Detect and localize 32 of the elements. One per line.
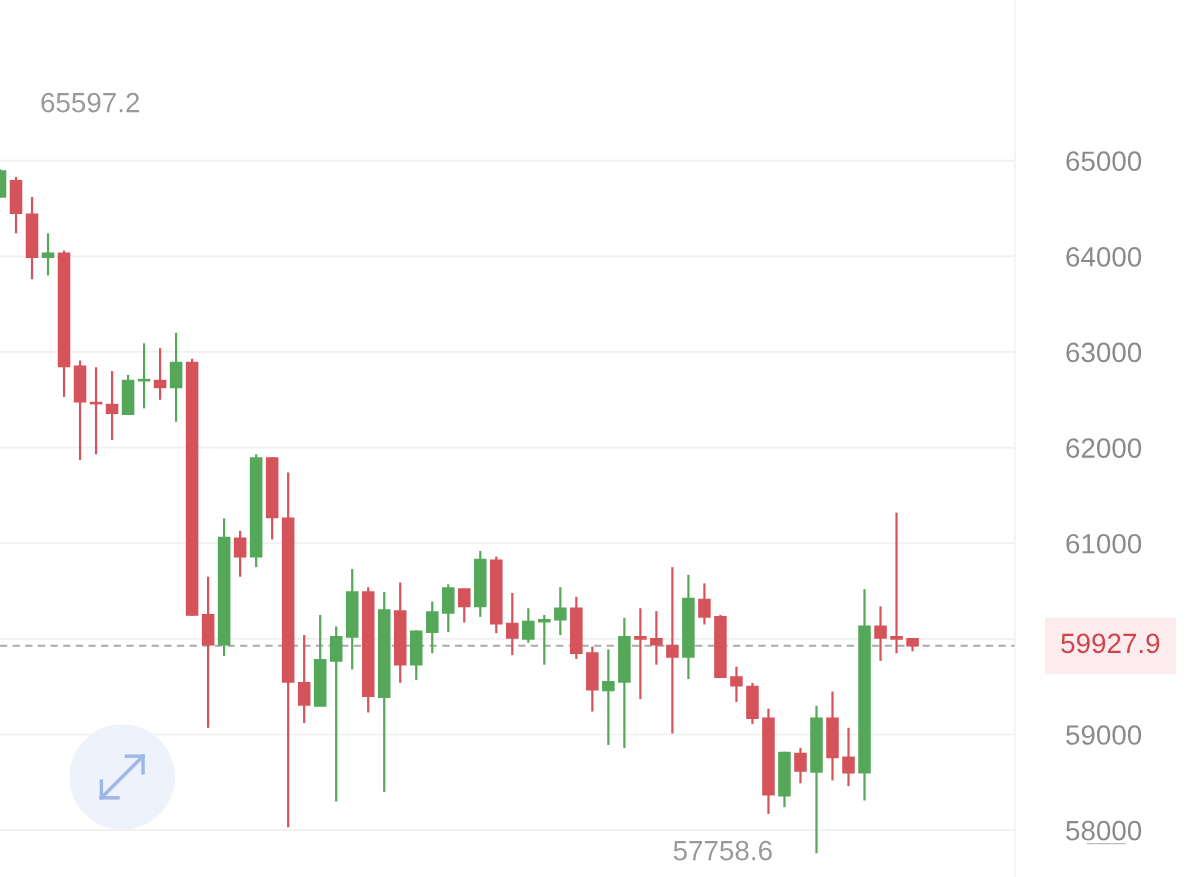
y-tick-label: 62000 xyxy=(1066,438,1142,458)
y-tick-label: 59000 xyxy=(1066,725,1142,745)
candlestick xyxy=(41,232,55,277)
candlestick xyxy=(329,625,343,803)
candlestick xyxy=(650,610,663,666)
candlestick xyxy=(297,633,311,725)
candlestick xyxy=(874,605,887,662)
candlestick xyxy=(666,566,679,735)
y-tick-label: 61000 xyxy=(1066,533,1142,554)
annotation: 57758.6 xyxy=(673,840,772,861)
candlestick xyxy=(602,648,615,747)
candlestick xyxy=(457,588,471,624)
candlestick xyxy=(233,529,247,578)
y-tick-label: 65000 xyxy=(1066,151,1142,172)
y-tick-label: 64000 xyxy=(1066,246,1142,267)
candlestick xyxy=(554,586,567,637)
candlestick xyxy=(794,746,807,785)
candlestick xyxy=(698,582,711,626)
y-tick-label: 63000 xyxy=(1066,342,1142,363)
candlestick xyxy=(105,369,119,442)
candlestick xyxy=(522,607,535,644)
candlestick xyxy=(634,607,647,701)
y-tick-label: 58000 xyxy=(1066,820,1142,841)
candlestick xyxy=(425,600,439,655)
candlestick xyxy=(730,665,743,704)
candlestick xyxy=(890,511,903,655)
annotation: 65597.2 xyxy=(41,92,140,113)
candlestick xyxy=(153,347,167,401)
candlestick xyxy=(538,613,551,666)
candlestick xyxy=(842,726,855,788)
candlestick xyxy=(506,591,519,657)
ref-line-label: 59927.9 xyxy=(1061,633,1160,654)
